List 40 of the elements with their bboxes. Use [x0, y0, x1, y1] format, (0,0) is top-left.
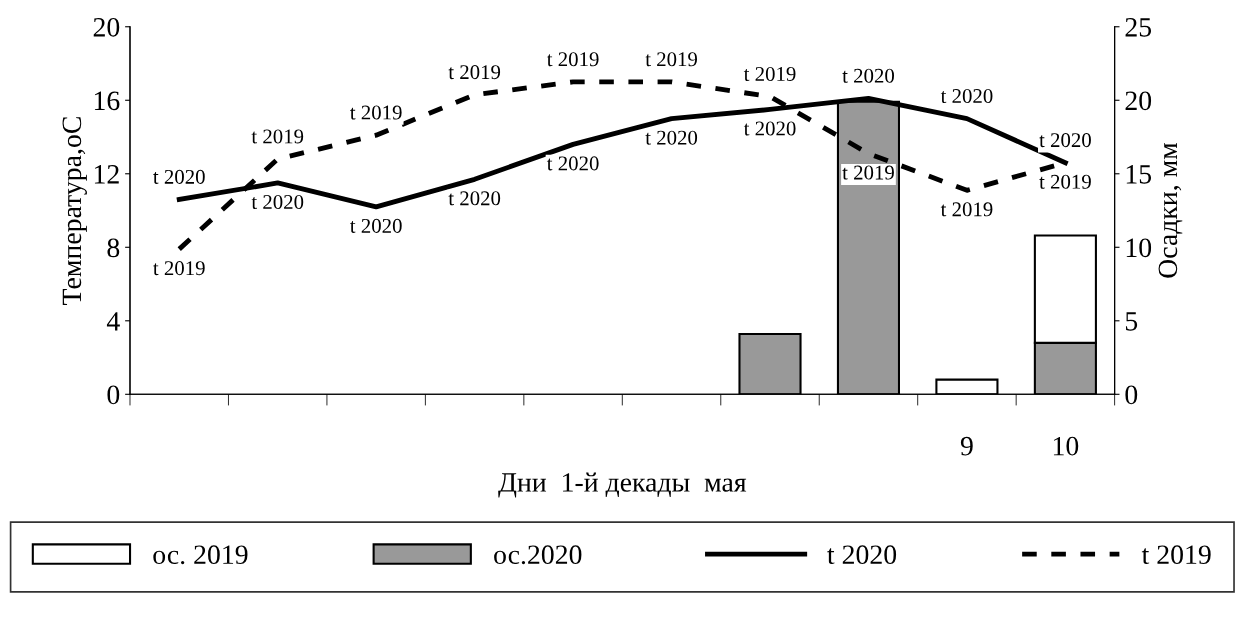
y-tick-label: 8 — [107, 238, 120, 258]
x-tick-label: 9 — [960, 436, 973, 456]
y-tick-label: 4 — [106, 312, 120, 331]
y2-tick-label: 5 — [1125, 312, 1138, 331]
data-label: t 2020 — [1039, 133, 1091, 148]
data-label: t 2020 — [842, 68, 895, 83]
data-label: t 2020 — [350, 218, 402, 233]
data-label: t 2020 — [743, 121, 796, 136]
legend-label: ос. 2019 — [153, 545, 248, 565]
data-label: t 2019 — [940, 202, 993, 217]
data-label: t 2019 — [350, 105, 402, 120]
data-label: t 2019 — [645, 52, 698, 67]
data-label: t 2020 — [940, 88, 993, 104]
data-label: t 2019 — [842, 165, 894, 180]
data-label: t 2020 — [251, 194, 304, 210]
y-tick-label: 20 — [93, 17, 120, 37]
data-label: t 2019 — [546, 52, 599, 67]
y2-tick-label: 15 — [1126, 165, 1152, 184]
y-tick-label: 0 — [107, 385, 120, 405]
y2-tick-label: 0 — [1125, 385, 1138, 405]
y-axis-title: Температура,оС — [62, 117, 87, 305]
y2-tick-label: 10 — [1126, 238, 1152, 258]
y2-tick-label: 20 — [1125, 91, 1152, 111]
legend-label: t 2019 — [1141, 545, 1211, 565]
data-label: t 2019 — [251, 129, 304, 144]
legend-label: t 2020 — [827, 545, 897, 565]
data-label: t 2020 — [645, 130, 698, 145]
y-tick-label: 12 — [94, 165, 119, 184]
y2-axis-title: Осадки, мм — [1158, 142, 1183, 278]
data-label: t 2020 — [546, 156, 599, 171]
data-label: t 2020 — [448, 191, 501, 206]
legend-label: ос.2020 — [494, 545, 582, 565]
y2-tick-label: 25 — [1125, 18, 1152, 37]
data-label: t 2020 — [153, 169, 205, 184]
data-label: t 2019 — [743, 66, 796, 81]
data-label: t 2019 — [153, 261, 205, 276]
x-axis-title: Дни 1-й декады мая — [498, 472, 747, 498]
data-label: t 2019 — [1039, 174, 1091, 189]
data-label: t 2019 — [448, 65, 501, 80]
y-tick-label: 16 — [94, 91, 120, 111]
